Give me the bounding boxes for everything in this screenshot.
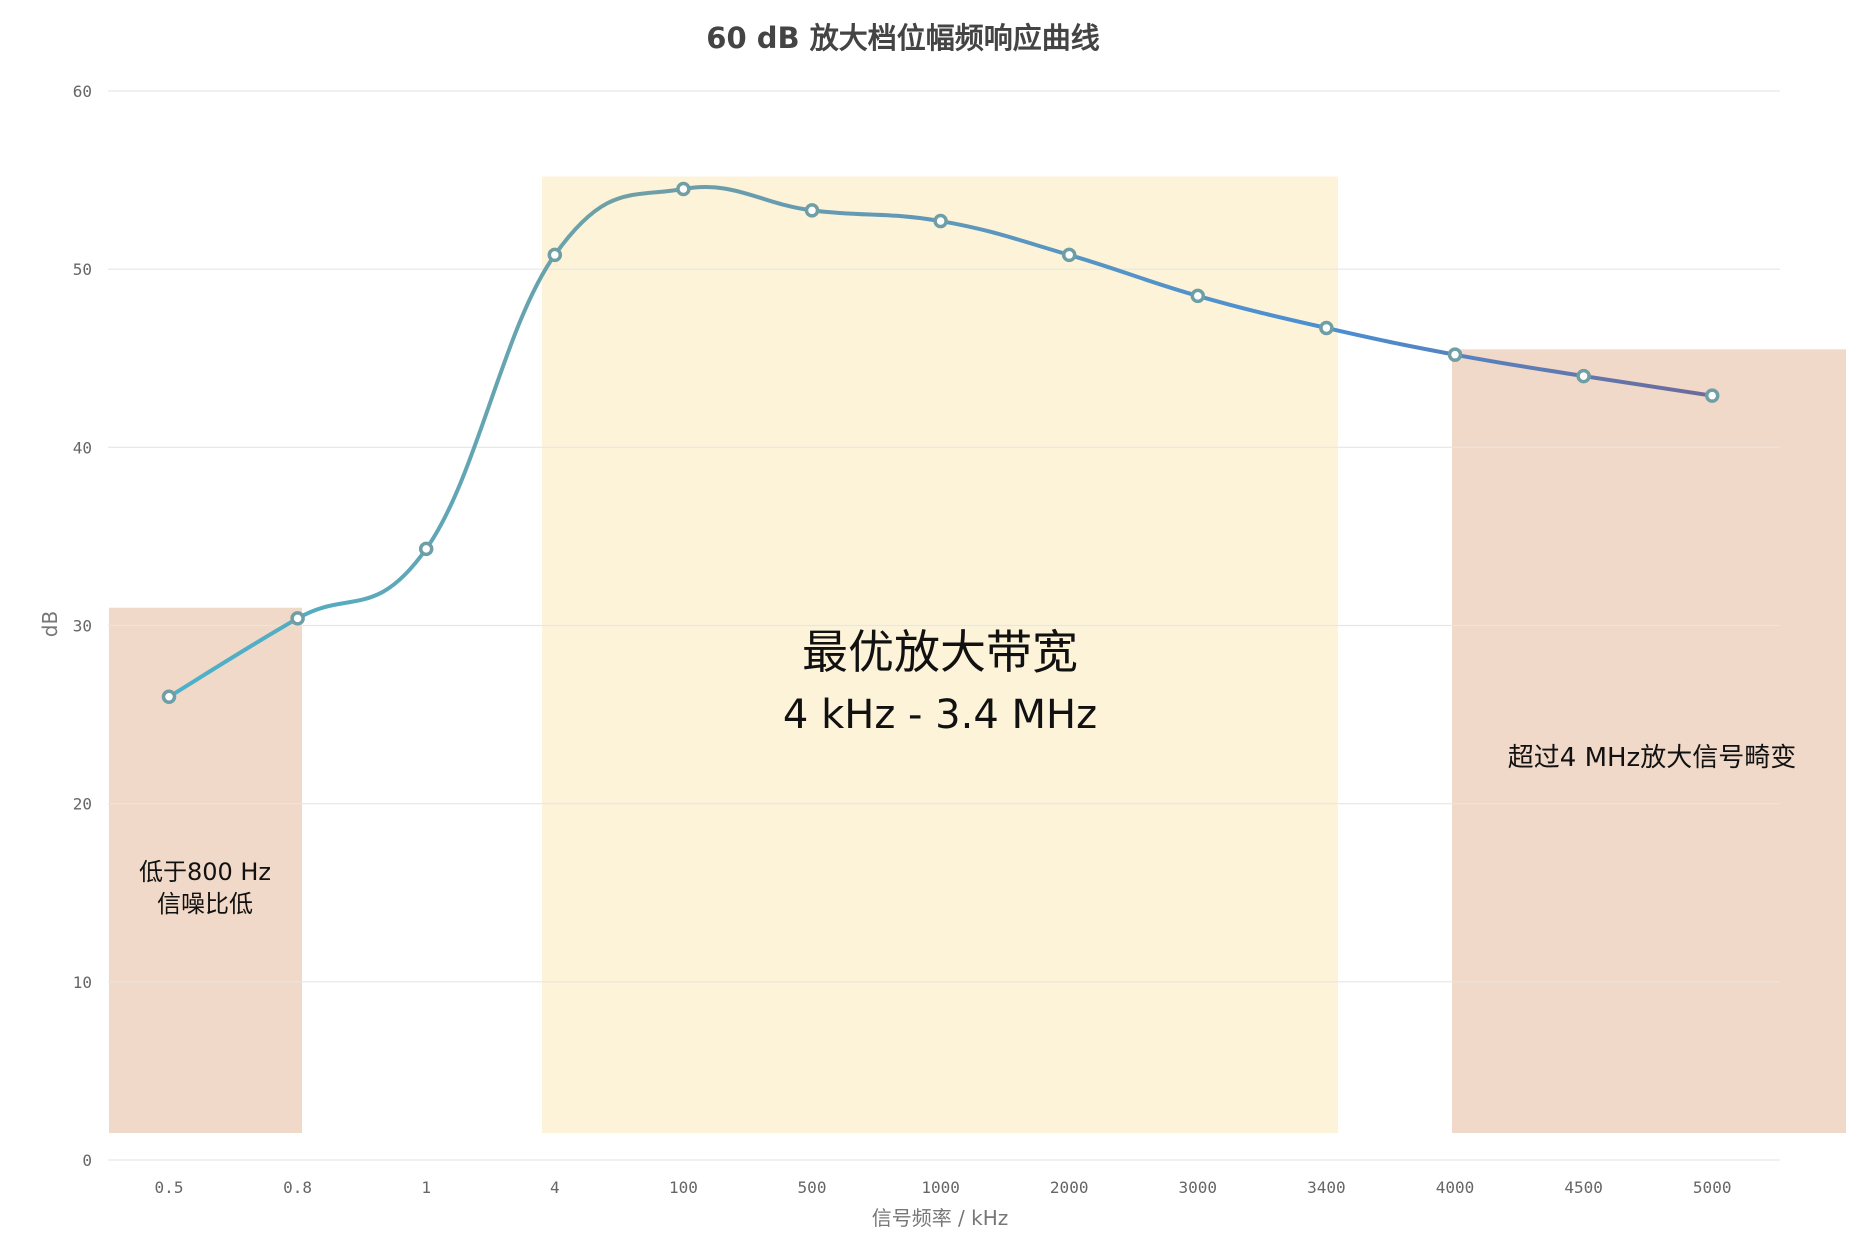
- zone-low: [109, 607, 302, 1133]
- y-tick-label: 20: [73, 795, 92, 814]
- zone-label-optimal: 最优放大带宽: [802, 625, 1078, 679]
- data-point: [1447, 347, 1463, 362]
- zone-high: [1452, 349, 1846, 1133]
- data-point: [804, 203, 820, 218]
- series-line-group: [161, 181, 1720, 705]
- x-tick-label: 4: [550, 1178, 560, 1197]
- gridlines: [108, 90, 1780, 1161]
- y-tick-label: 10: [73, 973, 92, 992]
- y-tick-labels: 0 10 20 30 40 50 60: [73, 82, 92, 1170]
- y-tick-label: 0: [82, 1151, 92, 1170]
- x-tick-label: 3000: [1179, 1178, 1218, 1197]
- zone-label-low: 低于800 Hz: [139, 858, 271, 886]
- annotation-labels: 低于800 Hz 信噪比低 最优放大带宽 4 kHz - 3.4 MHz 超过4 MHz…: [139, 625, 1796, 918]
- data-point: [1190, 288, 1206, 304]
- zone-label-high: 超过4 MHz放大信号畸变: [1508, 743, 1796, 773]
- x-tick-label: 1: [421, 1178, 431, 1197]
- zone-label-optimal: 4 kHz - 3.4 MHz: [783, 692, 1097, 738]
- data-point: [547, 247, 563, 263]
- x-tick-label: 500: [798, 1178, 827, 1197]
- x-tick-label: 100: [669, 1178, 698, 1197]
- data-point: [418, 541, 434, 557]
- x-tick-label: 0.8: [283, 1178, 312, 1197]
- data-point: [1576, 368, 1591, 384]
- zone-label-low: 信噪比低: [157, 890, 253, 918]
- x-tick-label: 5000: [1693, 1178, 1732, 1197]
- x-tick-label: 4000: [1436, 1178, 1475, 1197]
- x-tick-label: 0.5: [155, 1178, 184, 1197]
- data-point: [676, 181, 691, 197]
- y-tick-label: 50: [73, 260, 92, 279]
- y-axis-label: dB: [38, 611, 62, 637]
- annotation-zones: [109, 176, 1846, 1133]
- x-tick-label: 1000: [921, 1178, 960, 1197]
- zone-optimal: [542, 176, 1338, 1133]
- data-point: [933, 213, 948, 229]
- y-tick-label: 40: [73, 438, 92, 457]
- x-tick-label: 2000: [1050, 1178, 1089, 1197]
- data-point: [161, 689, 177, 705]
- y-tick-label: 60: [73, 82, 92, 101]
- x-tick-label: 4500: [1564, 1178, 1603, 1197]
- x-tick-labels: 0.5 0.8 1 4 100 500 1000 2000 3000 3400 4000 4500 50…: [155, 1178, 1732, 1197]
- data-point: [1319, 320, 1334, 336]
- x-tick-label: 3400: [1307, 1178, 1346, 1197]
- x-axis-label: 信号频率 / kHz: [872, 1206, 1009, 1230]
- y-tick-label: 30: [73, 617, 92, 636]
- data-point: [290, 611, 305, 626]
- data-point: [1061, 247, 1077, 263]
- chart-title: 60 dB 放大档位幅频响应曲线: [706, 21, 1099, 55]
- data-point: [1704, 388, 1720, 403]
